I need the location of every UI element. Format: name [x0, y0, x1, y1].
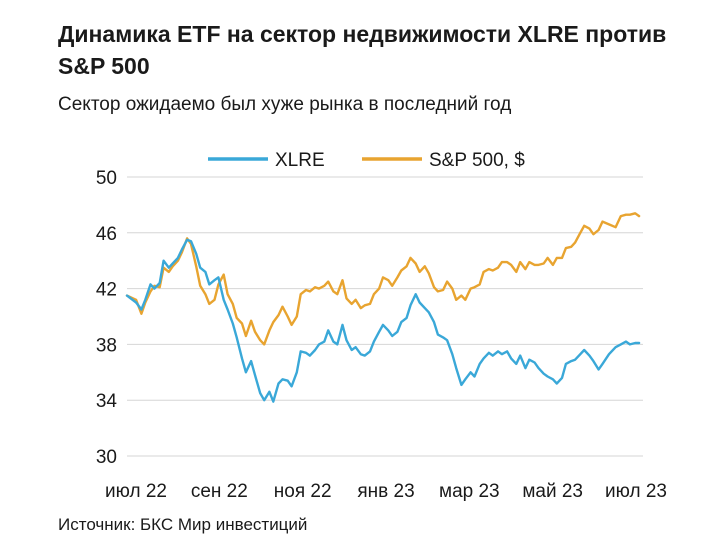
- y-axis: 30 34 38 42 46 50: [96, 168, 118, 468]
- chart-subtitle: Сектор ожидаемо был хуже рынка в последн…: [58, 94, 512, 115]
- y-tick-label: 30: [96, 447, 117, 468]
- series-layer: [125, 212, 641, 403]
- x-tick-label: ноя 22: [274, 481, 332, 502]
- x-tick-label: июл 23: [605, 481, 667, 502]
- grid-layer: [127, 176, 643, 457]
- source-note: Источник: БКС Мир инвестиций: [58, 515, 308, 534]
- y-tick-label: 50: [96, 168, 117, 189]
- x-axis: июл 22 сен 22 ноя 22 янв 23 мар 23 май 23 июл …: [105, 481, 667, 502]
- legend-item-xlre: XLRE: [208, 150, 325, 171]
- x-tick-label: мар 23: [439, 481, 500, 502]
- x-tick-label: май 23: [522, 481, 583, 502]
- y-tick-label: 38: [96, 335, 117, 356]
- y-tick-label: 46: [96, 224, 117, 245]
- x-tick-label: янв 23: [357, 481, 414, 502]
- y-tick-label: 34: [96, 391, 118, 412]
- legend: XLRE S&P 500, $: [208, 150, 525, 171]
- series-line-sp500: [125, 212, 641, 346]
- chart-title: Динамика ETF на сектор недвижимости XLRE…: [58, 21, 667, 79]
- x-tick-label: июл 22: [105, 481, 167, 502]
- legend-label: S&P 500, $: [429, 150, 525, 171]
- legend-item-sp500: S&P 500, $: [362, 150, 525, 171]
- series-line-xlre: [125, 238, 641, 403]
- y-tick-label: 42: [96, 280, 117, 301]
- legend-label: XLRE: [275, 150, 325, 171]
- x-tick-label: сен 22: [191, 481, 248, 502]
